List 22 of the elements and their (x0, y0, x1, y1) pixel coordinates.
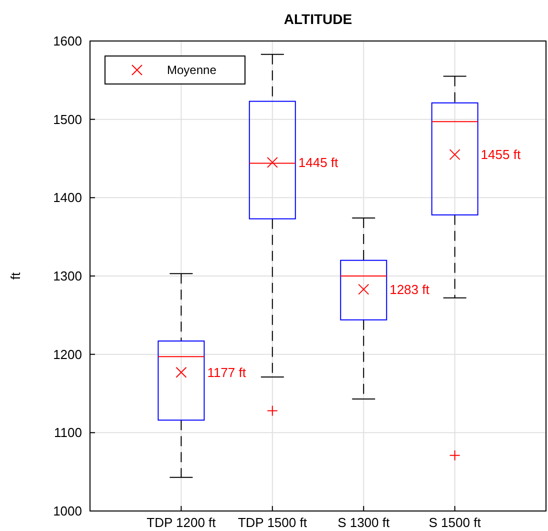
y-tick-label: 1300 (53, 268, 82, 284)
legend-label: Moyenne (167, 63, 217, 78)
y-tick-label: 1400 (53, 190, 82, 206)
y-tick-label: 1200 (53, 346, 82, 362)
y-tick-label: 1600 (53, 34, 82, 49)
x-tick-label: S 1500 ft (428, 515, 482, 530)
y-tick-label: 1500 (53, 112, 82, 127)
chart-title: ALTITUDE (284, 11, 352, 27)
annotation: 1283 ft (390, 282, 430, 297)
point (358, 284, 370, 295)
x-tick-label: TDP 1500 ft (238, 515, 308, 530)
point (266, 156, 278, 168)
y-axis-title: ft (8, 272, 23, 280)
x-tick-label: TDP 1200 ft (146, 515, 216, 530)
x-tick-label: S 1300 ft (338, 515, 390, 530)
y-tick-label: 1000 (53, 504, 82, 519)
annotation: 1445 ft (298, 154, 339, 170)
point (449, 149, 460, 160)
y-tick-label: 1100 (54, 425, 82, 440)
annotation: 1177 ft (207, 364, 246, 380)
annotation: 1455 ft (480, 147, 521, 162)
point (176, 366, 187, 378)
